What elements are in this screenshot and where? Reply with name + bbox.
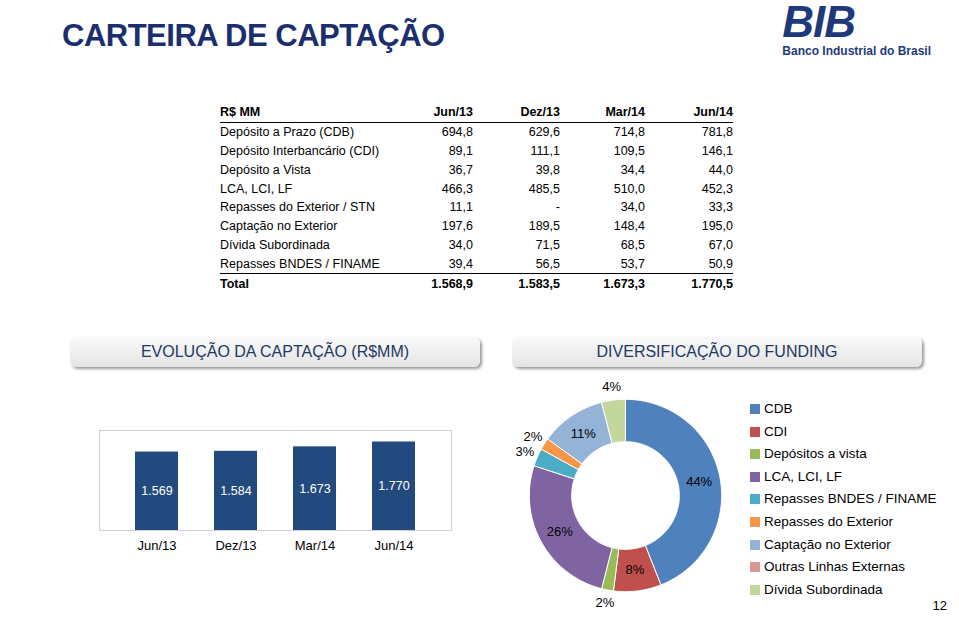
html-text:71,5: 71,5	[535, 238, 560, 252]
html-text:Depósitos a vista: Depósitos a vista	[764, 446, 867, 462]
html-text:510,0: 510,0	[613, 181, 645, 196]
html-text:68,5: 68,5	[620, 238, 645, 252]
html-text:R$ MM: R$ MM	[220, 105, 261, 120]
html-text:Mar/14: Mar/14	[605, 105, 645, 120]
svg-text:Dez/13: Dez/13	[215, 538, 256, 553]
html-text:34,0: 34,0	[448, 238, 473, 252]
html-text:452,3: 452,3	[701, 181, 733, 196]
html-text:714,8: 714,8	[613, 125, 645, 140]
html-text:1.568,9: 1.568,9	[431, 276, 473, 291]
html-text:148,4: 148,4	[613, 219, 645, 234]
html-text:109,5: 109,5	[613, 144, 645, 158]
html-text:Repasses BNDES / FINAME: Repasses BNDES / FINAME	[764, 491, 937, 507]
html-text:781,8: 781,8	[701, 125, 733, 140]
html-text:33,3: 33,3	[708, 200, 733, 215]
html-text:53,7: 53,7	[620, 256, 645, 271]
html-text:Depósito a Prazo (CDB): Depósito a Prazo (CDB)	[220, 125, 355, 140]
svg-text:3%: 3%	[516, 444, 535, 459]
svg-text:1.673: 1.673	[299, 482, 330, 496]
svg-text:Mar/14: Mar/14	[295, 538, 335, 553]
html-text:1.770,5: 1.770,5	[691, 276, 733, 291]
html-text:Depósito Interbancário (CDI): Depósito Interbancário (CDI)	[220, 144, 380, 158]
html-text:36,7: 36,7	[448, 162, 473, 177]
html-text:56,5: 56,5	[535, 256, 560, 271]
svg-text:2%: 2%	[524, 429, 543, 444]
html-text:44,0: 44,0	[708, 162, 733, 177]
html-text:485,5: 485,5	[528, 181, 560, 196]
html-text:EVOLUÇÃO DA CAPTAÇÃO (R$MM): EVOLUÇÃO DA CAPTAÇÃO (R$MM)	[140, 343, 410, 360]
html-text:Total: Total	[220, 276, 249, 291]
html-text:12: 12	[932, 598, 947, 613]
html-text:1.673,3: 1.673,3	[603, 276, 645, 291]
svg-text:8%: 8%	[626, 562, 645, 577]
html-text:Outras Linhas Externas: Outras Linhas Externas	[764, 559, 906, 575]
html-text:Dívida Subordinada: Dívida Subordinada	[764, 581, 883, 597]
svg-text:1.584: 1.584	[220, 484, 251, 498]
html-text:39,4: 39,4	[448, 256, 473, 271]
html-text:Repasses do Exterior: Repasses do Exterior	[764, 514, 894, 529]
svg-text:1.569: 1.569	[141, 484, 172, 498]
html-text:11,1: 11,1	[449, 200, 473, 215]
html-text:CDB: CDB	[764, 401, 793, 416]
html-text:CARTEIRA DE CAPTAÇÃO: CARTEIRA DE CAPTAÇÃO	[62, 18, 445, 53]
svg-text:2%: 2%	[596, 595, 615, 610]
html-text:50,9: 50,9	[708, 256, 733, 271]
html-text:DIVERSIFICAÇÃO DO FUNDING: DIVERSIFICAÇÃO DO FUNDING	[596, 343, 838, 360]
svg-text:Jun/14: Jun/14	[374, 538, 413, 553]
html-text:LCA, LCI, LF: LCA, LCI, LF	[220, 181, 293, 196]
html-text:111,1: 111,1	[530, 144, 560, 158]
svg-text:Jun/13: Jun/13	[137, 538, 176, 553]
html-text:Captação no Exterior: Captação no Exterior	[764, 536, 891, 552]
html-text:629,6: 629,6	[528, 125, 560, 140]
html-text:39,8: 39,8	[535, 162, 560, 177]
html-text:694,8: 694,8	[441, 125, 473, 140]
html-text:Banco Industrial do Brasil: Banco Industrial do Brasil	[782, 44, 931, 58]
html-text:89,1: 89,1	[448, 144, 473, 158]
svg-text:44%: 44%	[686, 474, 712, 489]
html-text:195,0: 195,0	[701, 219, 733, 234]
svg-text:4%: 4%	[602, 379, 621, 394]
html-text:466,3: 466,3	[441, 181, 473, 196]
html-text:Depósito a Vista: Depósito a Vista	[220, 162, 311, 177]
html-text:Dívida Subordinada: Dívida Subordinada	[220, 238, 330, 252]
html-text:CDI: CDI	[764, 423, 788, 439]
html-text:Repasses do Exterior / STN: Repasses do Exterior / STN	[220, 200, 375, 215]
svg-text:11%: 11%	[571, 426, 596, 441]
html-text:Dez/13: Dez/13	[520, 105, 560, 120]
html-text:197,6: 197,6	[441, 219, 473, 234]
html-text:146,1: 146,1	[701, 144, 733, 158]
svg-text:26%: 26%	[547, 524, 573, 539]
html-text:34,4: 34,4	[620, 162, 645, 177]
html-text:LCA, LCI, LF: LCA, LCI, LF	[764, 468, 842, 484]
html-text:34,0: 34,0	[620, 200, 645, 215]
html-text:189,5: 189,5	[528, 219, 560, 234]
html-text:Repasses BNDES / FINAME: Repasses BNDES / FINAME	[220, 256, 380, 271]
html-text:Captação no Exterior: Captação no Exterior	[220, 219, 338, 234]
svg-text:1.770: 1.770	[378, 479, 409, 493]
html-text:67,0: 67,0	[708, 238, 733, 252]
html-text:1.583,5: 1.583,5	[518, 276, 560, 291]
html-text:Jun/14: Jun/14	[693, 105, 733, 120]
html-text:Jun/13: Jun/13	[433, 105, 473, 120]
